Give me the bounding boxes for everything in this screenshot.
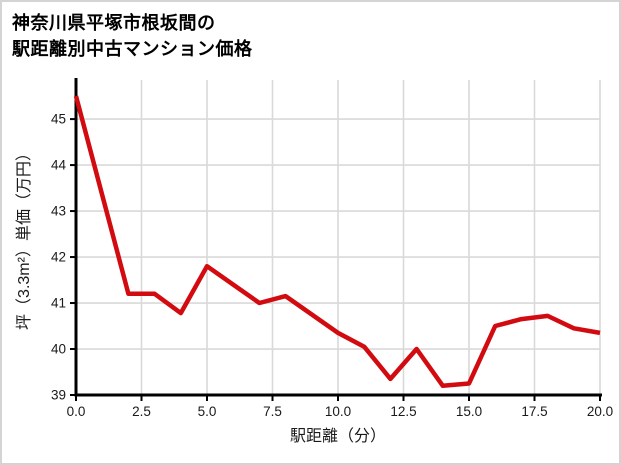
x-axis-label: 駅距離（分） <box>290 427 386 445</box>
y-tick-label: 43 <box>51 204 66 219</box>
y-tick-label: 40 <box>51 342 66 357</box>
y-axis-label: 坪（3.3m²）単価（万円） <box>15 145 33 330</box>
chart-title-line1: 神奈川県平塚市根坂間の <box>12 13 216 33</box>
x-tick-label: 7.5 <box>263 404 282 419</box>
y-tick-label: 44 <box>51 158 67 173</box>
y-tick-label: 42 <box>51 250 66 265</box>
chart-title-line2: 駅距離別中古マンション価格 <box>12 39 253 59</box>
y-tick-label: 39 <box>51 388 66 403</box>
y-tick-label: 41 <box>51 296 66 311</box>
x-tick-label: 5.0 <box>198 404 217 419</box>
x-tick-label: 0.0 <box>67 404 86 419</box>
y-tick-label: 45 <box>51 112 66 127</box>
x-tick-label: 17.5 <box>521 404 547 419</box>
x-tick-label: 12.5 <box>390 404 416 419</box>
x-tick-label: 20.0 <box>587 404 613 419</box>
x-tick-label: 10.0 <box>325 404 351 419</box>
price-line-series <box>73 95 601 389</box>
x-tick-label: 2.5 <box>132 404 151 419</box>
chart-title: 神奈川県平塚市根坂間の 駅距離別中古マンション価格 <box>12 10 253 62</box>
x-tick-label: 15.0 <box>456 404 482 419</box>
